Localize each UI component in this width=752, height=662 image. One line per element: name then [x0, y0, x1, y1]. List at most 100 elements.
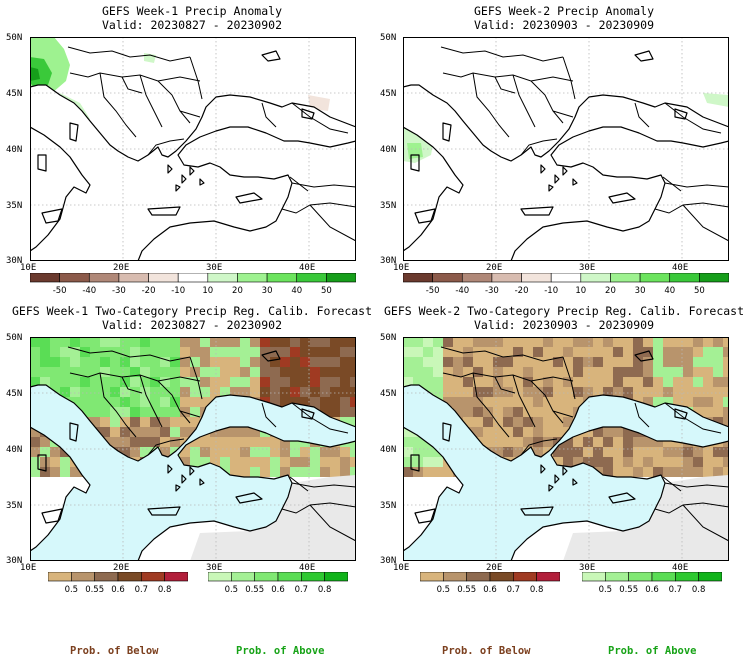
prob-cell	[310, 357, 320, 367]
prob-cell	[280, 347, 290, 357]
prob-cell	[533, 447, 543, 457]
country-border	[291, 102, 349, 134]
prob-cell	[463, 357, 473, 367]
prob-cell	[423, 367, 433, 377]
prob-cell	[603, 347, 613, 357]
prob-cell	[330, 367, 340, 377]
prob-cell	[653, 457, 663, 467]
prob-cell	[563, 347, 573, 357]
prob-cell	[613, 367, 623, 377]
prob-cell	[643, 457, 653, 467]
prob-cell	[260, 447, 270, 457]
prob-cell	[220, 387, 230, 397]
prob-cell	[493, 337, 503, 347]
prob-cell	[320, 337, 330, 347]
panel2-lat-30n: 30N	[380, 256, 397, 266]
prob-cell	[320, 447, 330, 457]
country-border	[664, 102, 722, 134]
prob-cell	[30, 347, 40, 357]
colorbar-tick-label: 10	[575, 286, 586, 296]
colorbar-tick-label: 40	[664, 286, 675, 296]
prob-cell	[330, 447, 340, 457]
prob-cell	[573, 367, 583, 377]
prob-cell	[60, 457, 70, 467]
prob-cell	[50, 467, 60, 477]
prob-cell	[563, 387, 573, 397]
prob-cell	[643, 347, 653, 357]
prob-cell	[503, 337, 513, 347]
prob-cell	[713, 367, 723, 377]
country-border	[291, 402, 349, 434]
prob-cell	[140, 357, 150, 367]
prob-cell	[463, 367, 473, 377]
prob-cell	[280, 377, 290, 387]
prob-cell	[663, 367, 673, 377]
prob-cell	[70, 377, 80, 387]
colorbar-tick-label: 0.6	[111, 585, 125, 595]
prob-cell	[290, 447, 300, 457]
prob-cell	[623, 367, 633, 377]
prob-cell	[493, 397, 503, 407]
prob-cell	[240, 387, 250, 397]
island	[562, 166, 568, 176]
prob-cell	[350, 467, 356, 477]
prob-cell	[693, 367, 703, 377]
prob-cell	[703, 407, 713, 417]
coastline	[30, 426, 91, 552]
prob-cell	[110, 337, 120, 347]
prob-cell	[473, 367, 483, 377]
panel2-lat-35n: 35N	[380, 201, 397, 211]
prob-cell	[150, 387, 160, 397]
prob-cell	[280, 337, 290, 347]
panel3-lat-40n: 40N	[6, 445, 23, 455]
prob-cell	[563, 437, 573, 447]
prob-cell	[663, 387, 673, 397]
prob-cell	[683, 467, 693, 477]
map-background	[403, 37, 729, 261]
prob-cell	[413, 357, 423, 367]
prob-cell	[463, 417, 473, 427]
prob-cell	[423, 337, 433, 347]
prob-cell	[583, 347, 593, 357]
prob-cell	[473, 377, 483, 387]
prob-cell	[140, 447, 150, 457]
prob-cell	[250, 357, 260, 367]
panel4-lon-10e: 10E	[393, 563, 410, 573]
prob-cell	[90, 417, 100, 427]
colorbar-tick-label: 0.5	[225, 585, 239, 595]
prob-cell	[260, 437, 270, 447]
prob-cell	[280, 357, 290, 367]
prob-cell	[280, 367, 290, 377]
island	[548, 184, 554, 192]
prob-cell	[170, 337, 180, 347]
prob-cell	[290, 387, 300, 397]
sea-area	[30, 385, 356, 561]
prob-cell	[623, 467, 633, 477]
prob-cell	[150, 417, 160, 427]
prob-cell	[453, 337, 463, 347]
panel3-lat-35n: 35N	[6, 501, 23, 511]
prob-cell	[190, 417, 200, 427]
prob-cell	[160, 367, 170, 377]
prob-cell	[60, 347, 70, 357]
prob-cell	[30, 457, 40, 467]
panel3-lon-10e: 10E	[20, 563, 37, 573]
colorbar-tick-label: -40	[455, 286, 469, 296]
prob-cell	[523, 337, 533, 347]
prob-cell	[703, 447, 713, 457]
prob-cell	[643, 447, 653, 457]
prob-cell	[90, 397, 100, 407]
prob-cell	[403, 427, 413, 437]
prob-cell	[90, 387, 100, 397]
prob-cell	[453, 377, 463, 387]
prob-cell	[180, 457, 190, 467]
island	[442, 422, 452, 442]
prob-cell	[543, 427, 553, 437]
prob-cell	[230, 447, 240, 457]
country-border	[99, 372, 137, 438]
prob-cell	[110, 417, 120, 427]
colorbar-tick-label: 0.8	[158, 585, 172, 595]
prob-cell	[623, 457, 633, 467]
prob-cell	[170, 407, 180, 417]
prob-cell	[140, 407, 150, 417]
